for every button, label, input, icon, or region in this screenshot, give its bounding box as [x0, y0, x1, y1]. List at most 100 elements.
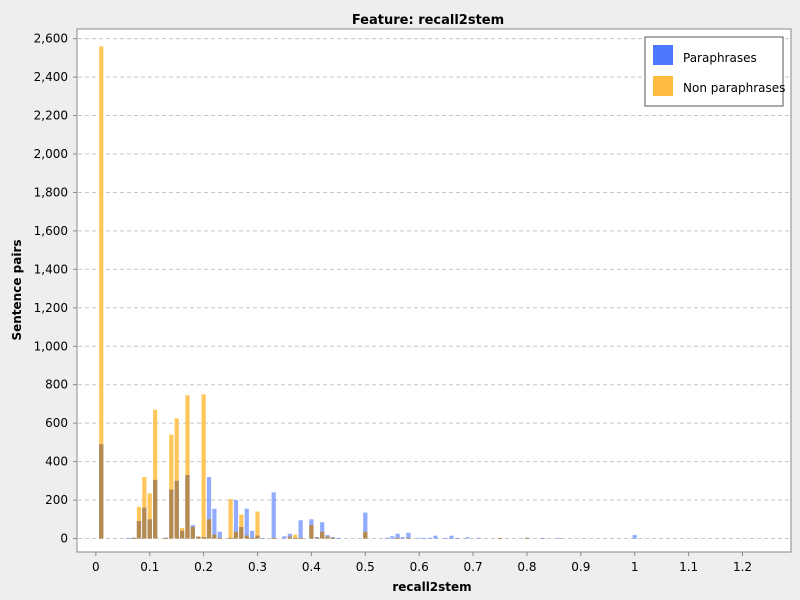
bar-non-paraphrases: [255, 511, 260, 539]
bar-non-paraphrases: [169, 434, 174, 539]
bar-overlap: [196, 536, 201, 539]
bar-paraphrases: [384, 537, 389, 539]
x-tick-label: 0.7: [464, 560, 483, 574]
legend-swatch-non-paraphrases: [653, 76, 673, 96]
x-axis-label: recall2stem: [392, 580, 471, 594]
bar-paraphrases: [126, 537, 131, 539]
bar-paraphrases: [427, 537, 433, 539]
bar-overlap: [244, 535, 249, 539]
bar-paraphrases: [422, 537, 427, 539]
bar-non-paraphrases: [142, 477, 147, 539]
bar-paraphrases: [320, 522, 325, 539]
legend-swatch-paraphrases: [653, 45, 673, 65]
y-tick-label: 1,400: [34, 262, 68, 276]
x-tick-label: 0.8: [517, 560, 536, 574]
bar-overlap: [314, 537, 319, 539]
y-tick-label: 1,200: [34, 301, 68, 315]
bar-overlap: [255, 535, 260, 539]
y-axis-label: Sentence pairs: [10, 239, 24, 340]
bar-paraphrases: [417, 537, 422, 539]
bar-overlap: [142, 507, 147, 539]
bar-paraphrases: [444, 537, 449, 539]
bar-non-paraphrases: [201, 394, 206, 539]
y-tick-label: 2,000: [34, 147, 68, 161]
bar-overlap: [298, 537, 303, 539]
bar-overlap: [174, 480, 179, 539]
chart-title: Feature: recall2stem: [352, 13, 504, 28]
bar-paraphrases: [250, 530, 255, 539]
y-tick-label: 1,600: [34, 224, 68, 238]
bar-paraphrases: [260, 537, 266, 539]
bar-paraphrases: [298, 520, 303, 539]
bar-overlap: [497, 537, 503, 539]
bar-overlap: [217, 537, 222, 539]
x-tick-label: 0.9: [571, 560, 590, 574]
bar-overlap: [179, 530, 185, 539]
bar-non-paraphrases: [293, 534, 298, 539]
bar-overlap: [169, 489, 174, 539]
bar-paraphrases: [330, 537, 336, 539]
bar-non-paraphrases: [228, 499, 233, 539]
bar-paraphrases: [557, 537, 562, 539]
plot-area: [76, 28, 792, 553]
bar-overlap: [201, 537, 206, 539]
bar-paraphrases: [244, 508, 249, 539]
bar-non-paraphrases: [239, 514, 244, 539]
bar-overlap: [363, 531, 368, 539]
bar-overlap: [250, 537, 255, 539]
y-tick-label: 2,600: [34, 32, 68, 46]
bar-paraphrases: [336, 537, 341, 539]
bar-paraphrases: [395, 533, 400, 539]
x-tick-label: 0.3: [248, 560, 267, 574]
bar-paraphrases: [449, 535, 454, 539]
x-tick-label: 0.5: [356, 560, 375, 574]
bar-overlap: [233, 531, 239, 539]
bar-paraphrases: [454, 537, 459, 539]
bar-non-paraphrases: [99, 46, 104, 539]
bar-overlap: [293, 537, 298, 539]
bar-overlap: [325, 536, 330, 539]
x-tick-label: 0.6: [410, 560, 429, 574]
y-tick-label: 2,400: [34, 70, 68, 84]
bar-overlap: [147, 519, 152, 539]
bar-overlap: [330, 537, 336, 539]
bar-overlap: [271, 537, 276, 539]
bar-paraphrases: [541, 537, 546, 539]
bar-paraphrases: [465, 537, 470, 539]
bar-overlap: [185, 475, 190, 539]
bar-paraphrases: [433, 535, 438, 539]
x-tick-label: 0: [92, 560, 100, 574]
bar-paraphrases: [233, 500, 239, 539]
x-tick-label: 1.2: [733, 560, 752, 574]
bar-paraphrases: [287, 533, 292, 539]
bar-overlap: [239, 527, 244, 539]
y-tick-label: 400: [45, 455, 68, 469]
bar-paraphrases: [632, 535, 637, 539]
bar-non-paraphrases: [153, 409, 158, 539]
bar-overlap: [524, 537, 530, 539]
x-tick-label: 1: [631, 560, 639, 574]
bar-non-paraphrases: [185, 395, 190, 539]
bar-paraphrases: [212, 508, 217, 539]
y-tick-label: 800: [45, 378, 68, 392]
legend-label-paraphrases: Paraphrases: [683, 51, 757, 65]
x-tick-label: 0.1: [140, 560, 159, 574]
axes: 0 200 400 600 800 1,000 1,200 1,400 1,600 1,800 2,…: [34, 32, 752, 574]
bar-overlap: [287, 536, 292, 539]
bar-overlap: [153, 479, 158, 539]
bar-overlap: [309, 525, 314, 539]
bar-overlap: [206, 519, 212, 539]
bar-overlap: [228, 537, 233, 539]
bar-paraphrases: [390, 536, 395, 539]
legend-label-non-paraphrases: Non paraphrases: [683, 81, 785, 95]
bar-overlap: [395, 537, 400, 539]
y-tick-label: 200: [45, 493, 68, 507]
bar-overlap: [212, 534, 217, 539]
bar-overlap: [320, 531, 325, 539]
bar-overlap: [190, 527, 195, 539]
bar-paraphrases: [282, 536, 287, 539]
y-tick-label: 2,200: [34, 109, 68, 123]
bar-paraphrases: [206, 477, 212, 539]
